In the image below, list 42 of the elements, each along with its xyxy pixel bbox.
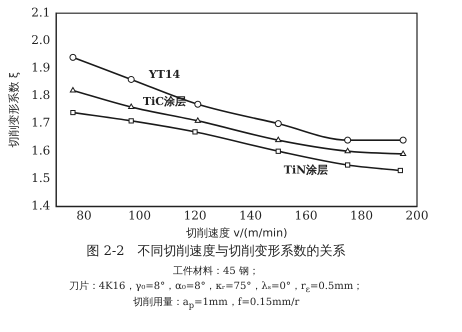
- point: [69, 54, 76, 61]
- text: 刀片：4K16，γ₀=8°，α₀=8°，κᵣ=75°，λₛ=0°，r$_{ε}$=0.5mm；: [68, 280, 364, 294]
- y-tick-label: 1.4: [31, 198, 51, 213]
- point: [128, 104, 134, 110]
- point: [275, 136, 282, 142]
- y-tick-label: 1.8: [31, 88, 50, 102]
- point: [276, 148, 281, 154]
- text: 切削用量：a$_{p}$=1mm，f=0.15mm/r: [132, 296, 300, 310]
- y-tick-label: 1.5: [31, 170, 50, 185]
- point: [398, 168, 403, 174]
- x-tick-label: 200: [406, 208, 428, 223]
- point: [194, 117, 201, 123]
- x-tick-label: 140: [239, 208, 262, 223]
- point: [70, 110, 76, 116]
- point: [70, 86, 76, 92]
- text: 图 2-2 不同切削速度与切削变形系数的关系: [85, 243, 347, 260]
- series-label: YT14: [148, 68, 181, 81]
- point: [274, 120, 282, 128]
- y-tick-label: 2.1: [31, 5, 50, 20]
- x-axis-title: 切削速度 v/(m/min): [186, 226, 288, 240]
- y-tick-label: 1.9: [31, 60, 50, 75]
- y-axis-title: 切削变形系数 ξ: [7, 72, 20, 148]
- point: [344, 148, 351, 154]
- point: [194, 100, 202, 108]
- x-tick-label: 160: [294, 208, 318, 223]
- point: [128, 118, 134, 124]
- point: [128, 76, 135, 83]
- x-tick-label: 80: [76, 208, 92, 223]
- point: [345, 162, 350, 168]
- y-tick-label: 1.6: [31, 143, 50, 158]
- point: [400, 136, 407, 144]
- series-label: TiC涂层: [142, 94, 186, 108]
- text: 工件材料：45 钢；: [172, 264, 260, 278]
- x-tick-label: 100: [128, 208, 151, 223]
- point: [192, 129, 198, 134]
- x-tick-label: 120: [184, 208, 206, 223]
- y-tick-label: 1.7: [31, 116, 50, 130]
- series-label: TiN涂层: [284, 164, 328, 177]
- point: [344, 136, 352, 144]
- point: [400, 150, 406, 156]
- y-tick-label: 2.0: [31, 32, 50, 47]
- x-tick-label: 180: [350, 208, 373, 223]
